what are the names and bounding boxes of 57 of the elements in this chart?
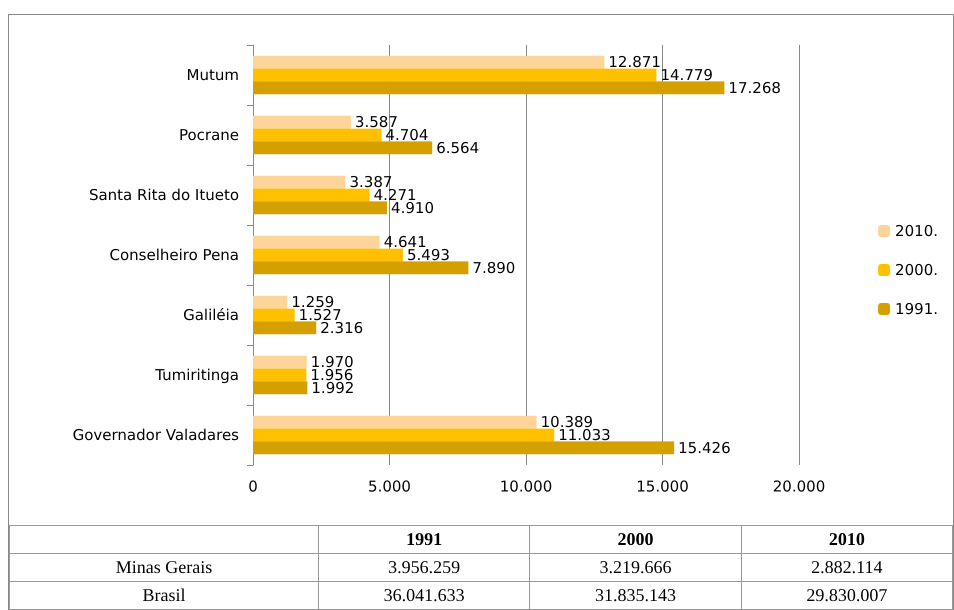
legend-label: 2000.: [895, 261, 938, 279]
x-tick-label: 0: [248, 478, 258, 496]
legend-label: 1991.: [895, 300, 938, 318]
category-label: Minas Gerais: [116, 557, 212, 577]
y-tick-label: Tumiritinga: [154, 366, 239, 384]
category-label: 2010: [741, 526, 952, 554]
text: 3.219.666: [599, 557, 672, 577]
bar: [253, 368, 306, 382]
y-tick-label: Conselheiro Pena: [110, 246, 239, 264]
y-tick-label: Santa Rita do Itueto: [88, 186, 239, 204]
category-label: 1991: [318, 526, 530, 554]
bar: [253, 308, 295, 322]
data-label: 12.871: [608, 53, 661, 72]
data-label: 7.890: [472, 258, 516, 277]
bar: [253, 356, 307, 369]
bar: [253, 81, 724, 94]
text: 29.830.007: [806, 585, 888, 605]
bar: [253, 68, 656, 82]
bar: [253, 141, 432, 154]
data-label: 4.910: [391, 198, 434, 217]
data-label: 17.268: [728, 78, 781, 97]
y-tick-label: Mutum: [186, 66, 239, 84]
bar: [253, 236, 380, 249]
y-tick-label: Governador Valadares: [72, 426, 240, 444]
bar: [253, 201, 388, 214]
text: 3.956.259: [388, 557, 460, 577]
bar: [253, 56, 604, 69]
bar: [253, 416, 537, 429]
data-label: 2.316: [320, 318, 364, 337]
bar: [253, 381, 308, 394]
category-label: 2000: [530, 526, 742, 554]
x-tick-label: 20.000: [772, 478, 826, 496]
bar: [253, 441, 674, 454]
data-label: 14.779: [660, 66, 713, 84]
bar: [253, 248, 403, 262]
bar: [253, 176, 346, 189]
text: 2.882.114: [811, 557, 882, 577]
data-label: 5.493: [406, 246, 450, 264]
bar: [253, 116, 351, 129]
text: 31.835.143: [594, 585, 676, 605]
text: 36.041.633: [384, 585, 465, 605]
x-tick-label: 5.000: [368, 478, 411, 496]
x-tick-label: 15.000: [636, 478, 689, 496]
bar: [253, 188, 370, 202]
data-label: 6.564: [436, 138, 480, 157]
legend-label: 2010.: [895, 222, 938, 240]
bar: [253, 428, 554, 442]
bar: [253, 128, 382, 142]
x-tick-label: 10.000: [500, 478, 552, 496]
data-label: 4.704: [385, 126, 428, 144]
bar: [253, 296, 288, 309]
y-tick-label: Galiléia: [183, 306, 239, 324]
category-label: Brasil: [142, 585, 186, 605]
bar: [253, 261, 468, 274]
bar: [253, 321, 316, 334]
data-label: 15.426: [678, 438, 731, 457]
y-tick-label: Pocrane: [178, 126, 239, 144]
